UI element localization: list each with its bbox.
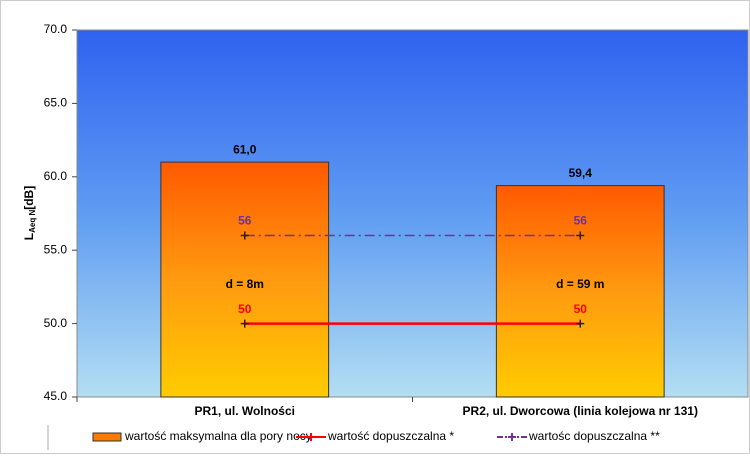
line-value-label: 56 <box>574 214 588 228</box>
legend-swatch <box>92 432 122 442</box>
x-tick-label: PR1, ul. Wolności <box>195 404 295 418</box>
line-value-label: 50 <box>238 302 252 316</box>
legend-label: wartość dopuszczalna * <box>327 429 454 443</box>
legend-marker <box>307 433 315 441</box>
x-tick-label: PR2, ul. Dworcowa (linia kolejowa nr 131… <box>463 404 698 418</box>
bar-value-label: 61,0 <box>233 142 257 156</box>
bar <box>160 161 330 398</box>
y-label-main: L <box>22 233 36 240</box>
line-marker <box>576 319 585 328</box>
y-tick-label: 55.0 <box>44 242 68 256</box>
y-tick-label: 50.0 <box>44 316 68 330</box>
bar <box>495 185 665 398</box>
legend-label: wartość maksymalna dla pory nocy <box>124 429 312 443</box>
y-tick-label: 45.0 <box>44 389 68 403</box>
bar-value-label: 59,4 <box>569 166 593 180</box>
line-marker <box>240 231 249 240</box>
annotation: d = 8m <box>226 277 264 291</box>
y-label-unit: [dB] <box>22 186 36 210</box>
line-value-label: 50 <box>574 302 588 316</box>
y-tick-label: 60.0 <box>44 169 68 183</box>
line-value-label: 56 <box>238 214 252 228</box>
legend-marker <box>508 433 516 441</box>
y-label-sub: Aeq N <box>28 210 37 233</box>
annotation: d = 59 m <box>556 277 604 291</box>
y-tick-label: 70.0 <box>44 22 68 36</box>
y-axis-label: LAeq N[dB] <box>22 186 37 240</box>
y-tick-label: 65.0 <box>44 96 68 110</box>
line-marker <box>240 319 249 328</box>
line-marker <box>576 231 585 240</box>
legend-label: wartośc dopuszczalna ** <box>528 429 660 443</box>
